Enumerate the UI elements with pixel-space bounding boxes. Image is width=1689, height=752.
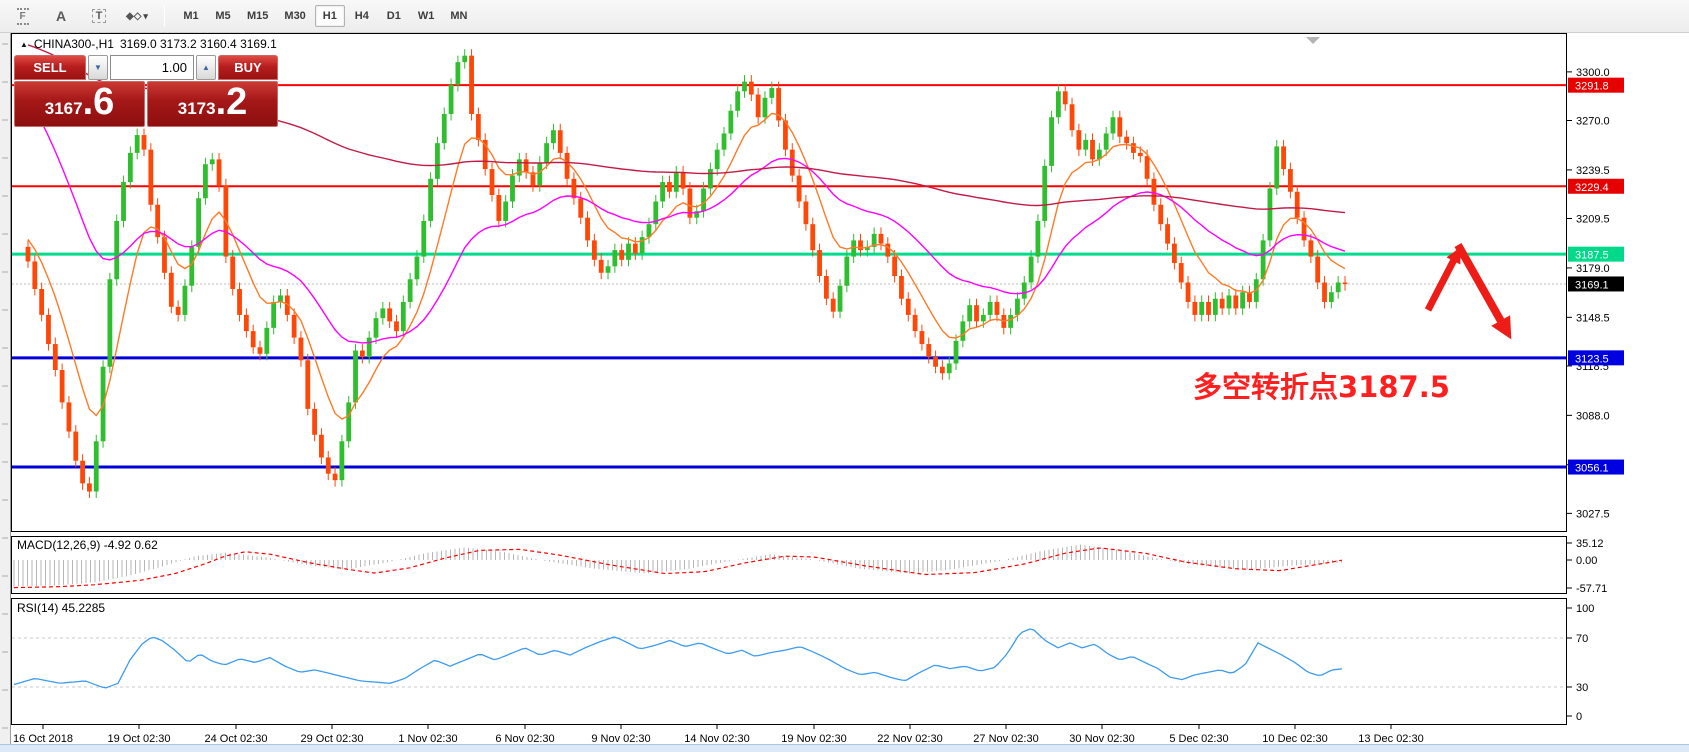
down-arrow-head <box>1491 315 1512 340</box>
volume-input[interactable] <box>110 55 194 80</box>
svg-text:6 Nov 02:30: 6 Nov 02:30 <box>495 733 554 745</box>
rsi-layer: 100 70 30 0 <box>12 603 1594 723</box>
svg-text:30: 30 <box>1576 682 1588 694</box>
svg-text:3300.0: 3300.0 <box>1576 67 1610 79</box>
pane-border-1 <box>11 536 1567 594</box>
rsi-label: RSI(14) 45.2285 <box>17 601 106 615</box>
svg-text:5 Dec 02:30: 5 Dec 02:30 <box>1169 733 1228 745</box>
svg-text:10 Dec 02:30: 10 Dec 02:30 <box>1262 733 1327 745</box>
fast-ma <box>27 112 1346 420</box>
symbol-name: CHINA300-,H1 <box>33 37 114 51</box>
svg-text:3027.5: 3027.5 <box>1576 508 1610 520</box>
timeframe-m5[interactable]: M5 <box>208 5 238 27</box>
svg-text:9 Nov 02:30: 9 Nov 02:30 <box>591 733 650 745</box>
timeframe-d1[interactable]: D1 <box>379 5 409 27</box>
svg-text:3291.8: 3291.8 <box>1575 81 1609 93</box>
timeframe-m30[interactable]: M30 <box>277 5 312 27</box>
status-strip <box>0 744 1689 752</box>
bid-price-main: 3167 <box>44 99 83 118</box>
left-panel-splitter[interactable] <box>0 33 11 752</box>
horizontal-lines-layer <box>12 84 1566 469</box>
timeframe-mn[interactable]: MN <box>443 5 474 27</box>
ask-price-main: 3173 <box>177 99 216 118</box>
svg-text:0.00: 0.00 <box>1576 555 1597 567</box>
svg-text:3229.4: 3229.4 <box>1575 182 1609 194</box>
svg-text:16 Oct 2018: 16 Oct 2018 <box>13 733 73 745</box>
svg-text:70: 70 <box>1576 633 1588 645</box>
svg-text:1 Nov 02:30: 1 Nov 02:30 <box>398 733 457 745</box>
svg-text:24 Oct 02:30: 24 Oct 02:30 <box>205 733 268 745</box>
buy-button[interactable]: BUY <box>218 55 278 80</box>
svg-text:27 Nov 02:30: 27 Nov 02:30 <box>973 733 1038 745</box>
svg-text:22 Nov 02:30: 22 Nov 02:30 <box>877 733 942 745</box>
bid-price-tile[interactable]: 3167.6 <box>14 81 145 127</box>
sell-button[interactable]: SELL <box>14 55 86 80</box>
text-label-icon[interactable]: T <box>84 3 114 29</box>
timeframe-w1[interactable]: W1 <box>411 5 442 27</box>
svg-text:19 Nov 02:30: 19 Nov 02:30 <box>781 733 846 745</box>
up-arrow-shaft <box>1424 258 1458 312</box>
symbol-title: ▲ CHINA300-,H1 3169.0 3173.2 3160.4 3169… <box>20 37 277 51</box>
chart-window: 3300.0 3270.0 3239.5 3209.5 3179.0 3148.5 3118… <box>11 33 1689 752</box>
timeframe-m15[interactable]: M15 <box>240 5 275 27</box>
down-arrow-shaft <box>1454 243 1506 325</box>
svg-text:35.12: 35.12 <box>1576 538 1604 550</box>
svg-text:3088.0: 3088.0 <box>1576 410 1610 422</box>
svg-text:3123.5: 3123.5 <box>1575 353 1609 365</box>
chart-canvas[interactable]: 3300.03270.03239.53209.53179.03148.53118… <box>11 33 1689 752</box>
svg-text:3169.1: 3169.1 <box>1575 279 1609 291</box>
svg-text:14 Nov 02:30: 14 Nov 02:30 <box>684 733 749 745</box>
macd-signal-line <box>13 547 1343 589</box>
svg-text:3056.1: 3056.1 <box>1575 463 1609 475</box>
drawn-arrows-layer <box>1424 243 1512 340</box>
macd-label: MACD(12,26,9) -4.92 0.62 <box>17 538 158 552</box>
svg-text:19 Oct 02:30: 19 Oct 02:30 <box>108 733 171 745</box>
pane-border-2 <box>11 598 1567 725</box>
ask-price-tile[interactable]: 3173.2 <box>147 81 278 127</box>
toolbar: F A T ◆◇ ▾ M1 M5 M15 M30 H1 H4 D1 W1 MN <box>0 0 1689 33</box>
candles-layer <box>25 49 1348 498</box>
collapse-arrow-icon[interactable]: ▲ <box>20 39 28 49</box>
svg-text:29 Oct 02:30: 29 Oct 02:30 <box>301 733 364 745</box>
ohlc-values: 3169.0 3173.2 3160.4 3169.1 <box>119 37 277 51</box>
timeframe-h4[interactable]: H4 <box>347 5 377 27</box>
svg-text:3209.5: 3209.5 <box>1576 214 1610 226</box>
svg-text:100: 100 <box>1576 603 1594 615</box>
timeframe-m1[interactable]: M1 <box>176 5 206 27</box>
svg-text:3239.5: 3239.5 <box>1576 165 1610 177</box>
svg-text:3179.0: 3179.0 <box>1576 263 1610 275</box>
ask-price-big-digit: .2 <box>215 81 248 123</box>
mid-ma <box>27 95 1346 344</box>
svg-text:-57.71: -57.71 <box>1576 583 1607 595</box>
toolbar-separator <box>164 5 165 27</box>
svg-text:30 Nov 02:30: 30 Nov 02:30 <box>1069 733 1134 745</box>
volume-decrease-button[interactable]: ▼ <box>88 55 108 80</box>
svg-text:3187.5: 3187.5 <box>1575 250 1609 262</box>
chart-shift-marker-icon <box>1306 37 1320 44</box>
svg-text:0: 0 <box>1576 711 1582 723</box>
timeframe-h1[interactable]: H1 <box>314 5 345 27</box>
fibonacci-icon[interactable]: F <box>8 3 38 29</box>
svg-text:3270.0: 3270.0 <box>1576 115 1610 127</box>
svg-text:3148.5: 3148.5 <box>1576 312 1610 324</box>
volume-increase-button[interactable]: ▲ <box>196 55 216 80</box>
pane-border-0 <box>11 33 1567 532</box>
price-axis[interactable] <box>1567 33 1689 725</box>
one-click-trade-panel: SELL ▼ ▲ BUY 3167.6 3173.2 <box>14 55 278 127</box>
text-icon[interactable]: A <box>55 8 67 24</box>
time-axis-labels: 16 Oct 2018 19 Oct 02:30 24 Oct 02:30 29 Oc… <box>13 725 1424 745</box>
macd-layer: 35.12 0.00 -57.71 <box>13 538 1607 595</box>
rsi-line <box>13 628 1343 689</box>
svg-text:13 Dec 02:30: 13 Dec 02:30 <box>1358 733 1423 745</box>
chart-text-annotation: 多空转折点3187.5 <box>1193 370 1450 404</box>
shapes-icon[interactable]: ◆◇ ▾ <box>126 10 148 22</box>
price-badges: 3291.8 3229.4 3187.5 3169.1 3123.5 3056.1 <box>1568 77 1624 475</box>
bid-price-big-digit: .6 <box>82 81 115 123</box>
chevron-down-icon: ▾ <box>143 10 148 21</box>
